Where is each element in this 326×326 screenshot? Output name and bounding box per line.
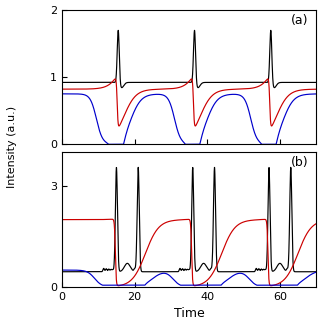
X-axis label: Time: Time xyxy=(174,307,204,320)
Text: Intensity (a.u.): Intensity (a.u.) xyxy=(7,106,17,188)
Text: (a): (a) xyxy=(291,14,309,27)
Text: (b): (b) xyxy=(291,156,309,170)
